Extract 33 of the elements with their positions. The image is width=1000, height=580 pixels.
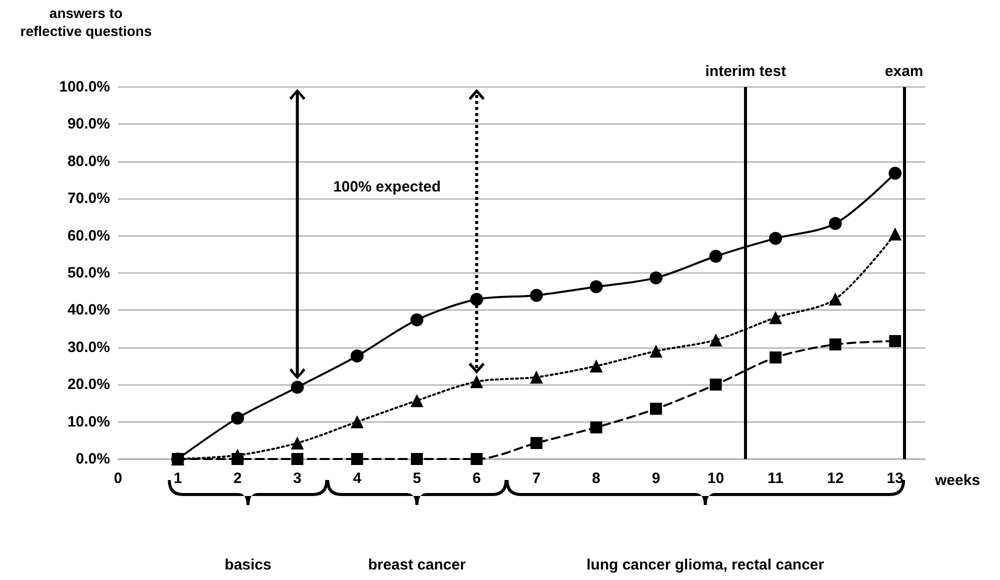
x-tick-label: 9 [652,470,660,487]
y-axis-title: answers to reflective questions [19,4,153,40]
x-tick-label: 6 [472,470,481,487]
x-tick-label: 11 [768,470,784,487]
ref-line-label: exam [884,63,924,80]
y-tick-label: 40.0% [67,302,110,319]
x-tick-label: 4 [352,470,362,487]
x-tick-label: 10 [707,470,724,487]
annotation: 100% expected [333,178,441,196]
y-tick-label: 20.0% [67,376,110,394]
x-tick-label: 1 [174,470,182,487]
x-tick-label: 2 [233,470,242,487]
text: breast cancer [368,556,466,574]
y-tick-label: 90.0% [67,116,110,133]
x-tick-label: 5 [412,470,422,487]
x-tick-label: 3 [293,470,302,487]
y-tick-label: 60.0% [67,227,110,244]
ref-line-label: interim test [705,63,786,80]
x-tick-label: 7 [532,470,541,487]
y-tick-label: 80.0% [67,152,110,170]
y-tick-label: 0.0% [76,450,110,468]
y-tick-label: 30.0% [67,338,110,356]
y-tick-label: 50.0% [67,264,110,282]
x-tick-label: 8 [592,470,600,487]
y-tick-label: 10.0% [67,413,110,430]
x-axis-title: weeks [935,472,980,489]
y-tick-label: 100.0% [59,78,110,96]
x-tick-label: 0 [114,470,122,487]
text: basics [224,556,272,574]
x-tick-label: 12 [826,470,844,487]
text: lung cancer glioma, rectal cancer [586,556,824,574]
y-tick-label: 70.0% [67,190,110,208]
x-tick-label: 13 [886,470,904,487]
